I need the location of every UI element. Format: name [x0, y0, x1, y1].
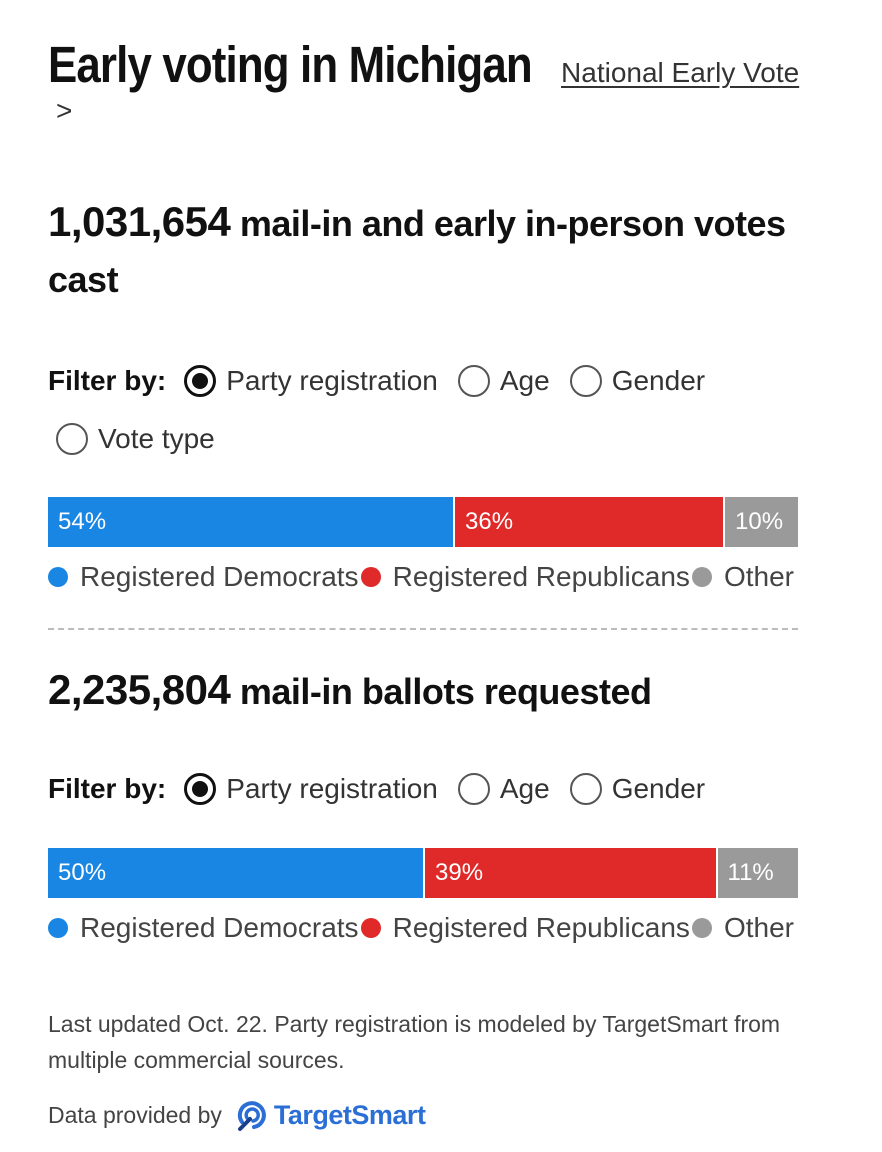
provided-by-label: Data provided by: [48, 1101, 222, 1128]
filter-party-registration[interactable]: Party registration: [184, 352, 438, 410]
ballots-requested-count: 2,235,804: [48, 666, 231, 713]
chart-legend: Registered Democrats Registered Republica…: [48, 561, 794, 593]
bar-segment-registered-republicans: 39%: [423, 848, 716, 898]
votes-cast-filter: Filter by: Party registration Age Gender…: [48, 352, 798, 468]
radio-checked-icon: [184, 365, 217, 397]
filter-row: Filter by: Party registration Age Gender…: [48, 352, 798, 468]
filter-option-label: Gender: [611, 365, 706, 396]
votes-cast-count: 1,031,654: [48, 198, 231, 245]
filter-option-label: Age: [499, 773, 550, 804]
national-early-vote-label: National Early Vote: [561, 57, 800, 88]
legend-item-registered-democrats: Registered Democrats: [48, 912, 359, 944]
filter-row: Filter by: Party registration Age Gender: [48, 760, 798, 818]
radio-unchecked-icon: [569, 773, 602, 805]
votes-cast-chart: 54% 36% 10% Registered Democrats Registered…: [48, 497, 798, 593]
filter-age[interactable]: Age: [457, 352, 550, 410]
legend-item-registered-republicans: Registered Republicans: [360, 561, 690, 593]
legend-dot-icon: [360, 567, 381, 587]
filter-option-label: Party registration: [226, 365, 438, 396]
legend-item-registered-democrats: Registered Democrats: [48, 561, 359, 593]
stacked-bar: 54% 36% 10%: [48, 497, 798, 547]
header: Early voting in Michigan National Early …: [48, 36, 808, 127]
targetsmart-logo-text: TargetSmart: [273, 1099, 426, 1130]
votes-cast-section: 1,031,654 mail-in and early in-person vo…: [48, 194, 798, 308]
legend-item-other: Other: [691, 912, 794, 944]
national-early-vote-link[interactable]: National Early Vote >: [48, 57, 799, 126]
filter-option-label: Age: [499, 365, 550, 396]
legend-dot-icon: [691, 918, 712, 938]
data-provider: Data provided by TargetSmart: [48, 1098, 426, 1132]
legend-dot-icon: [48, 918, 68, 938]
legend-label: Registered Republicans: [392, 561, 690, 592]
legend-item-other: Other: [691, 561, 794, 593]
filter-label: Filter by:: [48, 365, 167, 396]
filter-gender[interactable]: Gender: [569, 352, 706, 410]
bar-segment-other: 10%: [723, 497, 798, 547]
bar-segment-registered-democrats: 50%: [48, 848, 423, 898]
filter-option-label: Gender: [611, 773, 706, 804]
radio-unchecked-icon: [56, 423, 88, 455]
stacked-bar: 50% 39% 11%: [48, 848, 798, 898]
legend-label: Registered Democrats: [80, 561, 359, 592]
legend-label: Registered Republicans: [392, 912, 690, 943]
legend-label: Registered Democrats: [80, 912, 359, 943]
update-note: Last updated Oct. 22. Party registration…: [48, 1011, 781, 1073]
ballots-requested-chart: 50% 39% 11% Registered Democrats Registered…: [48, 848, 798, 944]
legend-dot-icon: [691, 567, 712, 587]
filter-age[interactable]: Age: [457, 760, 550, 818]
bar-segment-other: 11%: [715, 848, 798, 898]
ballots-requested-label: mail-in ballots requested: [239, 671, 652, 712]
legend-label: Other: [723, 912, 794, 943]
bar-segment-registered-republicans: 36%: [453, 497, 723, 547]
filter-vote-type[interactable]: Vote type: [56, 410, 215, 468]
ballots-requested-section: 2,235,804 mail-in ballots requested: [48, 662, 798, 720]
votes-cast-headline: 1,031,654 mail-in and early in-person vo…: [48, 194, 798, 308]
ballots-requested-filter: Filter by: Party registration Age Gender: [48, 760, 798, 818]
legend-label: Other: [723, 561, 794, 592]
radio-unchecked-icon: [569, 365, 602, 397]
page-title: Early voting in Michigan: [48, 36, 533, 93]
targetsmart-logo[interactable]: TargetSmart: [236, 1098, 426, 1132]
legend-dot-icon: [360, 918, 381, 938]
bar-segment-registered-democrats: 54%: [48, 497, 453, 547]
radio-unchecked-icon: [457, 773, 490, 805]
filter-option-label: Party registration: [226, 773, 438, 804]
ballots-requested-headline: 2,235,804 mail-in ballots requested: [48, 662, 798, 720]
targetsmart-icon: [237, 1101, 266, 1131]
votes-cast-label: mail-in and early in-person votes cast: [48, 203, 786, 300]
filter-option-label: Vote type: [98, 423, 215, 454]
filter-label: Filter by:: [48, 773, 167, 804]
filter-party-registration[interactable]: Party registration: [184, 760, 438, 818]
chart-legend: Registered Democrats Registered Republica…: [48, 912, 794, 944]
radio-checked-icon: [184, 773, 217, 805]
legend-item-registered-republicans: Registered Republicans: [360, 912, 690, 944]
legend-dot-icon: [48, 567, 68, 587]
filter-gender[interactable]: Gender: [569, 760, 706, 818]
section-divider: [48, 628, 798, 630]
chevron-right-icon: >: [56, 94, 73, 126]
radio-unchecked-icon: [457, 365, 490, 397]
